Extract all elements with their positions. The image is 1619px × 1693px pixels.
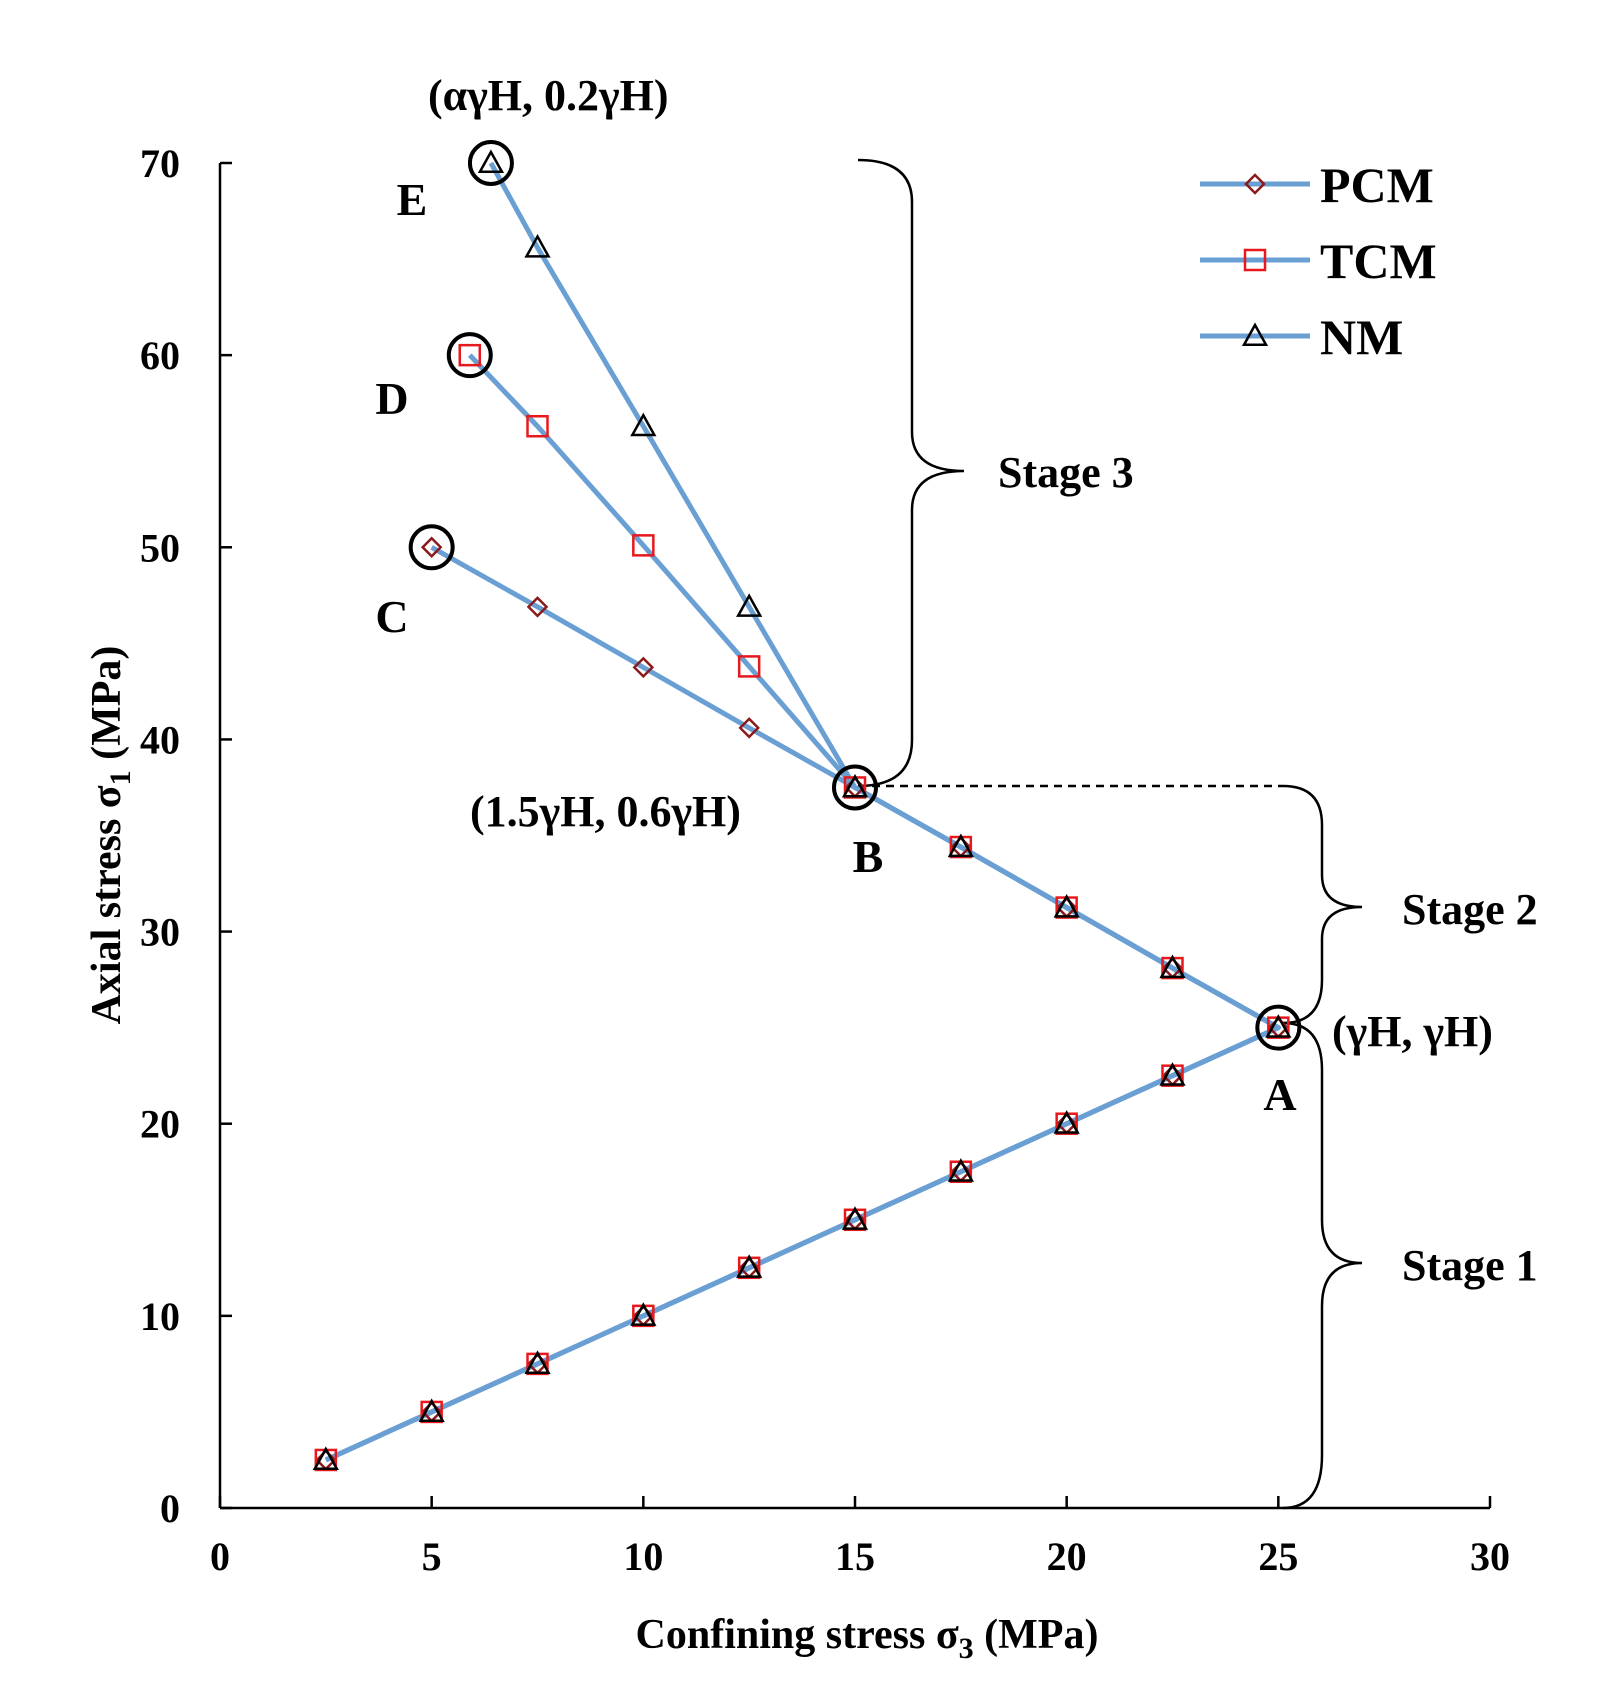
data-point-tcm: [458, 343, 482, 367]
data-point-nm: [477, 149, 505, 174]
data-point-pcm: [738, 717, 760, 739]
highlight-circle-a: [1255, 1004, 1302, 1051]
data-point-nm: [1159, 1062, 1186, 1086]
y-tick-label: 70: [140, 141, 180, 186]
series-line-tcm: [324, 353, 1281, 1463]
legend-label-nm: NM: [1320, 309, 1403, 365]
stage-1-label: Stage 1: [1402, 1241, 1538, 1290]
data-point-nm: [1265, 1014, 1292, 1038]
x-axis-title-unit: (MPa): [974, 1612, 1099, 1658]
coord-label-e: (αγH, 0.2γH): [428, 71, 668, 120]
data-point-nm: [1159, 954, 1186, 979]
data-point-nm: [418, 1398, 445, 1422]
data-point-nm: [841, 773, 869, 798]
legend-marker-tcm: [1243, 248, 1267, 272]
legend-label-tcm: TCM: [1320, 233, 1437, 289]
x-tick-label: 10: [623, 1534, 663, 1579]
y-axis-title-unit: (MPa): [84, 646, 130, 771]
data-point-nm: [947, 1158, 974, 1182]
x-tick-label: 30: [1470, 1534, 1510, 1579]
series-line-nm: [324, 161, 1281, 1463]
y-tick-label: 20: [140, 1102, 180, 1147]
legend-item-pcm: PCM: [1200, 157, 1434, 213]
data-point-nm: [841, 1206, 869, 1230]
y-axis-title: Axial stress σ1 (MPa): [84, 646, 137, 1025]
data-point-nm: [736, 1254, 763, 1278]
stage-1-brace: [1282, 1021, 1363, 1510]
series-markers: [312, 149, 1292, 1472]
legend-symbol-nm: [1241, 322, 1269, 347]
legend: PCM TCM NM: [1200, 157, 1437, 365]
data-point-pcm: [420, 536, 443, 559]
stage-2-brace: [1282, 784, 1363, 1025]
stage-3-brace: [857, 158, 965, 788]
data-point-tcm: [526, 414, 549, 438]
data-point-nm: [524, 233, 551, 258]
data-point-pcm: [526, 596, 549, 618]
legend-symbol-pcm: [1244, 173, 1266, 195]
point-label-e: E: [397, 174, 428, 225]
highlight-circle-b: [832, 764, 878, 811]
data-point-nm: [630, 412, 657, 437]
data-point-nm: [736, 593, 763, 617]
legend-item-nm: NM: [1200, 309, 1403, 365]
point-label-a: A: [1263, 1069, 1296, 1120]
point-label-d: D: [375, 373, 408, 424]
data-point-nm: [630, 1302, 657, 1326]
stage-2-label: Stage 2: [1402, 885, 1538, 934]
data-point-tcm: [737, 655, 761, 678]
y-axis-title-main: Axial stress σ: [84, 785, 130, 1024]
x-tick-label: 25: [1258, 1534, 1298, 1579]
highlight-circles: [408, 140, 1302, 1051]
data-point-pcm: [632, 656, 655, 679]
coord-label-a: (γH, γH): [1332, 1007, 1493, 1056]
legend-marker-nm: [1241, 322, 1269, 347]
y-tick-label: 50: [140, 525, 180, 570]
highlight-circle-d: [446, 332, 493, 379]
data-point-nm: [524, 1350, 551, 1374]
y-tick-label: 60: [140, 333, 180, 378]
legend-marker-pcm: [1244, 173, 1266, 195]
coord-label-b: (1.5γH, 0.6γH): [470, 787, 741, 836]
data-point-nm: [947, 833, 974, 858]
y-ticks: 0 10 20 30 40 50 60 70: [140, 141, 232, 1531]
series-lines: [324, 161, 1281, 1463]
data-point-tcm: [632, 534, 655, 557]
data-point-nm: [312, 1446, 339, 1471]
highlight-circle-c: [408, 524, 455, 571]
data-point-nm: [1053, 1110, 1080, 1134]
stage-3-label: Stage 3: [998, 448, 1134, 497]
y-tick-label: 0: [160, 1486, 180, 1531]
series-line-pcm: [324, 545, 1281, 1463]
x-axis-title: Confining stress σ3 (MPa): [636, 1612, 1099, 1665]
point-label-b: B: [853, 831, 884, 882]
x-tick-label: 0: [210, 1534, 230, 1579]
legend-label-pcm: PCM: [1320, 157, 1434, 213]
legend-item-tcm: TCM: [1200, 233, 1437, 289]
y-tick-label: 40: [140, 717, 180, 762]
highlight-circle-e: [467, 140, 514, 186]
stage-brackets: [857, 158, 1363, 1510]
x-axis-title-sub: 3: [959, 1632, 974, 1665]
point-label-c: C: [375, 591, 408, 642]
y-tick-label: 10: [140, 1294, 180, 1339]
data-point-nm: [1053, 893, 1080, 918]
legend-symbol-tcm: [1243, 248, 1267, 272]
x-tick-label: 20: [1047, 1534, 1087, 1579]
x-tick-label: 5: [422, 1534, 442, 1579]
y-tick-label: 30: [140, 910, 180, 955]
y-axis-title-sub: 1: [104, 770, 137, 785]
x-tick-label: 15: [835, 1534, 875, 1579]
x-ticks: 0 5 10 15 20 25 30: [210, 1496, 1510, 1579]
x-axis-title-main: Confining stress σ: [636, 1612, 959, 1658]
